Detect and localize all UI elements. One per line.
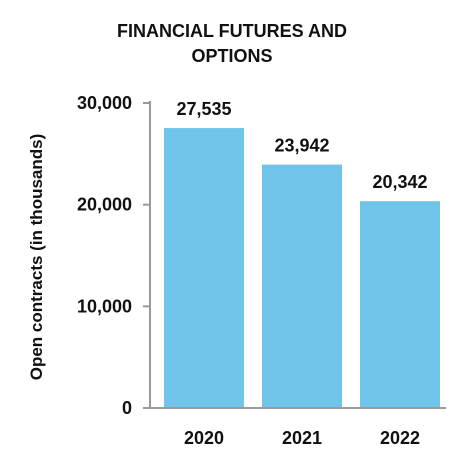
x-tick-label: 2021 bbox=[282, 428, 322, 448]
data-label: 27,535 bbox=[176, 99, 231, 119]
chart-title-line-1: FINANCIAL FUTURES AND bbox=[117, 21, 347, 41]
bar-2022 bbox=[360, 201, 440, 408]
y-tick-label: 10,000 bbox=[77, 296, 132, 316]
y-tick-label: 30,000 bbox=[77, 93, 132, 113]
chart-title: FINANCIAL FUTURES AND OPTIONS bbox=[117, 21, 347, 66]
data-label: 20,342 bbox=[372, 172, 427, 192]
bar-2021 bbox=[262, 164, 342, 408]
plot-area: 0 10,000 20,000 30,000 2020 27,535 2021 23,942 2… bbox=[77, 93, 446, 448]
y-tick-label: 20,000 bbox=[77, 195, 132, 215]
y-tick-label: 0 bbox=[122, 398, 132, 418]
chart-title-line-2: OPTIONS bbox=[191, 46, 272, 66]
y-axis-label: Open contracts (in thousands) bbox=[27, 134, 46, 381]
x-tick-label: 2020 bbox=[184, 428, 224, 448]
bar-2020 bbox=[164, 128, 244, 408]
data-label: 23,942 bbox=[274, 136, 329, 156]
x-tick-label: 2022 bbox=[380, 428, 420, 448]
